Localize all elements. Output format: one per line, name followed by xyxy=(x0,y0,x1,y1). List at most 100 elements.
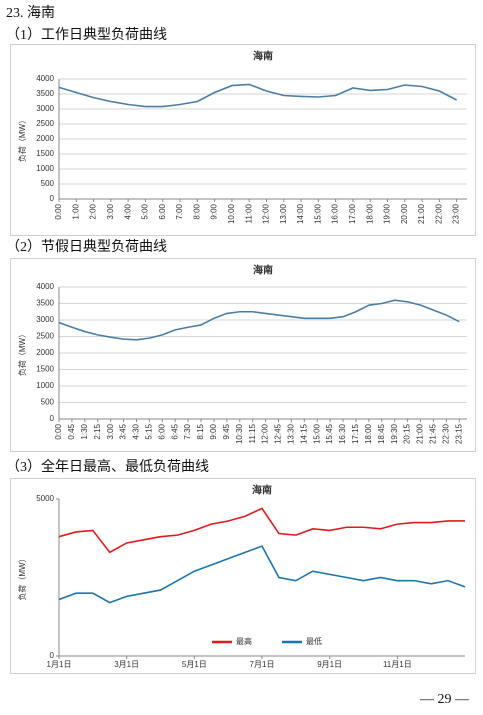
x-tick-label: 5:00 xyxy=(141,203,150,219)
x-tick-label: 19:30 xyxy=(390,423,399,444)
x-tick-label: 21:00 xyxy=(416,423,425,444)
x-tick-label: 3:45 xyxy=(119,423,128,439)
y-tick-label: 2500 xyxy=(36,332,54,341)
y-tick-label: 3000 xyxy=(36,104,54,113)
y-tick-label: 1000 xyxy=(36,164,54,173)
x-tick-label: 16:00 xyxy=(331,203,340,224)
x-tick-label: 8:15 xyxy=(196,423,205,439)
x-tick-label: 15:00 xyxy=(312,423,321,444)
y-tick-label: 4000 xyxy=(36,282,54,291)
x-tick-label: 5:15 xyxy=(144,423,153,439)
legend-label: 最低 xyxy=(306,636,322,646)
x-tick-label: 19:00 xyxy=(383,203,392,224)
x-tick-label: 3:00 xyxy=(106,423,115,439)
x-tick-label: 21:00 xyxy=(417,203,426,224)
y-tick-label: 2500 xyxy=(36,119,54,128)
x-tick-label: 18:45 xyxy=(377,423,386,444)
section-title: （2）节假日典型负荷曲线 xyxy=(6,240,167,255)
y-tick-label: 0 xyxy=(50,194,55,203)
x-tick-label: 10:00 xyxy=(227,203,236,224)
line-series xyxy=(58,507,465,554)
x-tick-label: 6:45 xyxy=(170,423,179,439)
x-tick-label: 1:30 xyxy=(80,423,89,439)
x-tick-label: 12:00 xyxy=(262,203,271,224)
x-tick-label: 4:00 xyxy=(123,203,132,219)
x-tick-label: 6:00 xyxy=(157,423,166,439)
x-tick-label: 8:00 xyxy=(192,203,201,219)
x-tick-label: 11:00 xyxy=(244,203,253,223)
y-axis-label: 负荷（MW） xyxy=(17,330,27,376)
x-tick-label: 7:00 xyxy=(175,203,184,219)
y-axis-label: 负荷（MW） xyxy=(17,116,27,162)
x-tick-label: 14:15 xyxy=(299,423,308,444)
y-tick-label: 500 xyxy=(41,179,55,188)
y-tick-label: 3500 xyxy=(36,89,54,98)
x-tick-label: 3月1日 xyxy=(114,660,139,669)
x-tick-label: 22:00 xyxy=(434,203,443,224)
x-tick-label: 13:30 xyxy=(287,423,296,444)
line-series xyxy=(58,83,457,108)
x-tick-label: 12:00 xyxy=(261,423,270,444)
x-tick-label: 18:00 xyxy=(364,423,373,444)
x-tick-label: 18:00 xyxy=(365,203,374,224)
x-tick-label: 17:00 xyxy=(348,203,357,224)
y-tick-label: 500 xyxy=(41,398,55,407)
x-tick-label: 10:30 xyxy=(235,423,244,444)
x-tick-label: 20:15 xyxy=(403,423,412,444)
x-tick-label: 9:00 xyxy=(210,203,219,219)
x-tick-label: 23:00 xyxy=(452,203,461,224)
x-tick-label: 23:15 xyxy=(454,423,463,444)
y-tick-label: 2000 xyxy=(36,134,54,143)
x-tick-label: 0:45 xyxy=(67,423,76,439)
legend-label: 最高 xyxy=(236,636,252,646)
section-title: （3）全年日最高、最低负荷曲线 xyxy=(6,460,209,475)
line-series xyxy=(58,299,460,341)
line-series xyxy=(58,545,466,604)
y-tick-label: 3500 xyxy=(36,299,54,308)
y-tick-label: 4000 xyxy=(36,74,54,83)
x-tick-label: 9月1日 xyxy=(317,660,342,669)
x-tick-label: 16:30 xyxy=(338,423,347,444)
x-tick-label: 1月1日 xyxy=(47,660,72,669)
x-tick-label: 11月1日 xyxy=(383,660,412,669)
page-number: — 29 — xyxy=(420,692,469,707)
x-tick-label: 5月1日 xyxy=(182,660,207,669)
y-tick-label: 2000 xyxy=(36,348,54,357)
x-tick-label: 17:15 xyxy=(351,423,360,444)
x-tick-label: 21:45 xyxy=(429,423,438,444)
heading: 23. 海南 xyxy=(6,6,55,21)
y-axis-label: 负荷（MW） xyxy=(17,554,27,600)
x-tick-label: 1:00 xyxy=(71,203,80,219)
x-tick-label: 14:00 xyxy=(296,203,305,224)
chart-title: 海南 xyxy=(253,50,273,63)
x-tick-label: 7:30 xyxy=(183,423,192,439)
y-tick-label: 0 xyxy=(50,414,55,423)
chart-title: 海南 xyxy=(252,484,272,497)
x-tick-label: 9:00 xyxy=(209,423,218,439)
x-tick-label: 20:00 xyxy=(400,203,409,224)
x-tick-label: 15:45 xyxy=(325,423,334,444)
x-tick-label: 22:30 xyxy=(441,423,450,444)
x-tick-label: 15:00 xyxy=(313,203,322,224)
x-tick-label: 3:00 xyxy=(106,203,115,219)
y-tick-label: 1500 xyxy=(36,149,54,158)
x-tick-label: 2:00 xyxy=(89,203,98,219)
x-tick-label: 13:00 xyxy=(279,203,288,224)
x-tick-label: 0:00 xyxy=(54,203,63,219)
chart-title: 海南 xyxy=(253,264,273,277)
y-tick-label: 3000 xyxy=(36,315,54,324)
x-tick-label: 4:30 xyxy=(132,423,141,439)
x-tick-label: 2:15 xyxy=(93,423,102,439)
y-tick-label: 1000 xyxy=(36,381,54,390)
y-tick-label: 5000 xyxy=(36,494,54,503)
x-tick-label: 9:45 xyxy=(222,423,231,439)
x-tick-label: 11:15 xyxy=(248,423,257,443)
section-title: （1）工作日典型负荷曲线 xyxy=(6,28,167,43)
y-tick-label: 1500 xyxy=(36,365,54,374)
y-tick-label: 0 xyxy=(50,651,55,660)
x-tick-label: 6:00 xyxy=(158,203,167,219)
